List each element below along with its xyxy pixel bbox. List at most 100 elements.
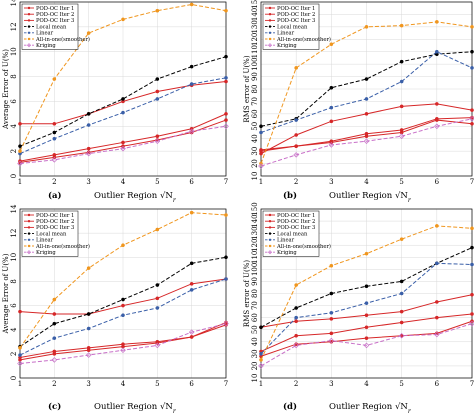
grid bbox=[19, 1, 227, 177]
y-tick-label: 40 bbox=[251, 134, 259, 143]
data-point bbox=[470, 108, 474, 112]
y-tick-label: 4 bbox=[10, 327, 18, 332]
data-point bbox=[399, 309, 404, 314]
chart-panel-b: 1 2 3 4 5 6 7 10 20 30 40 50 60 70 80 90 100110120130140… bbox=[243, 0, 474, 204]
legend-label: All-in-one(smoother) bbox=[35, 36, 90, 43]
data-point bbox=[52, 336, 57, 341]
panel-caption-letter: (b) bbox=[283, 190, 297, 201]
x-tick-label: 6 bbox=[435, 380, 440, 388]
y-axis-label: Average Error of U(%) bbox=[2, 253, 10, 334]
series-linear bbox=[18, 75, 228, 156]
data-point bbox=[364, 112, 369, 116]
data-point bbox=[120, 145, 126, 152]
y-tick-label: 0 bbox=[10, 376, 18, 380]
data-point bbox=[86, 31, 91, 35]
data-point bbox=[224, 277, 228, 281]
data-point bbox=[434, 315, 439, 320]
y-tick-label: 50 bbox=[251, 122, 259, 131]
data-point bbox=[52, 130, 57, 135]
data-point bbox=[294, 118, 299, 122]
data-point bbox=[224, 118, 228, 122]
data-point bbox=[364, 97, 369, 101]
data-point bbox=[364, 25, 369, 29]
y-tick-label: 6 bbox=[10, 99, 18, 104]
y-tick-label: 0 bbox=[10, 174, 18, 178]
data-point bbox=[155, 77, 160, 81]
data-point bbox=[17, 160, 23, 167]
y-tick-label: 120 bbox=[251, 33, 259, 46]
x-tick-label: 6 bbox=[189, 178, 194, 186]
x-axis-label: Outlier Region √Nr bbox=[329, 191, 412, 204]
data-point bbox=[86, 266, 91, 270]
data-point bbox=[259, 130, 263, 135]
x-tick-label: 6 bbox=[435, 178, 440, 186]
y-axis-label: Average Error of U(%) bbox=[2, 49, 10, 130]
x-tick-label: 2 bbox=[52, 178, 56, 186]
y-tick-label: 30 bbox=[251, 147, 259, 156]
data-point bbox=[364, 301, 369, 306]
data-point bbox=[434, 300, 439, 304]
data-point bbox=[224, 323, 228, 327]
data-point bbox=[470, 25, 474, 29]
data-point bbox=[329, 317, 334, 321]
data-point bbox=[18, 353, 22, 357]
data-point bbox=[294, 306, 299, 310]
data-point bbox=[364, 251, 369, 256]
panel-caption-letter: (c) bbox=[48, 401, 61, 412]
legend-marker bbox=[27, 6, 31, 10]
data-point bbox=[259, 352, 263, 356]
x-tick-label: 4 bbox=[121, 380, 126, 388]
series-kriging bbox=[17, 320, 229, 367]
data-point bbox=[223, 320, 229, 327]
data-point bbox=[399, 79, 404, 84]
data-point bbox=[328, 142, 335, 148]
data-point bbox=[52, 121, 57, 126]
data-point bbox=[399, 291, 404, 296]
legend-label: Local mean bbox=[277, 24, 308, 30]
data-point bbox=[363, 342, 370, 349]
data-point bbox=[17, 360, 23, 367]
y-tick-label: 12 bbox=[10, 22, 18, 31]
legend-box bbox=[21, 210, 79, 257]
series-line bbox=[260, 118, 473, 167]
legend-label: POD-OC Iter 3 bbox=[277, 225, 315, 231]
y-tick-label: 90 bbox=[251, 72, 259, 81]
data-point bbox=[434, 20, 439, 24]
legend-label: POD-OC Iter 2 bbox=[277, 12, 315, 18]
x-tick-label: 1 bbox=[259, 178, 263, 186]
data-point bbox=[399, 320, 404, 325]
x-tick-label: 7 bbox=[224, 178, 228, 186]
data-point bbox=[224, 79, 228, 84]
legend-label: Linear bbox=[277, 238, 295, 244]
data-point bbox=[52, 77, 57, 81]
data-point bbox=[364, 336, 369, 341]
y-axis-label: RMS error of U(%) bbox=[243, 55, 251, 122]
legend-label: POD-OC Iter 1 bbox=[277, 6, 315, 12]
x-tick-label: 2 bbox=[294, 178, 298, 186]
data-point bbox=[259, 124, 263, 129]
legend-label: Local mean bbox=[36, 24, 67, 30]
y-tick-label: 110 bbox=[251, 251, 259, 264]
data-point bbox=[470, 262, 474, 267]
legend-label: Kriging bbox=[277, 250, 297, 256]
legend-label: POD-OC Iter 1 bbox=[277, 213, 315, 219]
data-point bbox=[189, 82, 194, 86]
data-point bbox=[189, 281, 194, 286]
data-point bbox=[434, 261, 439, 266]
data-point bbox=[470, 226, 474, 231]
legend-label: POD-OC Iter 2 bbox=[277, 219, 315, 225]
series-pod-oc-iter-1 bbox=[259, 102, 474, 156]
data-point bbox=[86, 123, 91, 127]
legend-label: Linear bbox=[277, 31, 295, 37]
plot-area-frame bbox=[260, 1, 473, 177]
data-point bbox=[329, 263, 334, 268]
data-point bbox=[85, 150, 92, 157]
y-tick-label: 50 bbox=[251, 325, 259, 334]
legend-marker bbox=[27, 232, 31, 235]
y-tick-label: 10 bbox=[251, 374, 259, 383]
y-tick-label: 2 bbox=[10, 149, 18, 153]
y-tick-label: 90 bbox=[251, 277, 259, 286]
